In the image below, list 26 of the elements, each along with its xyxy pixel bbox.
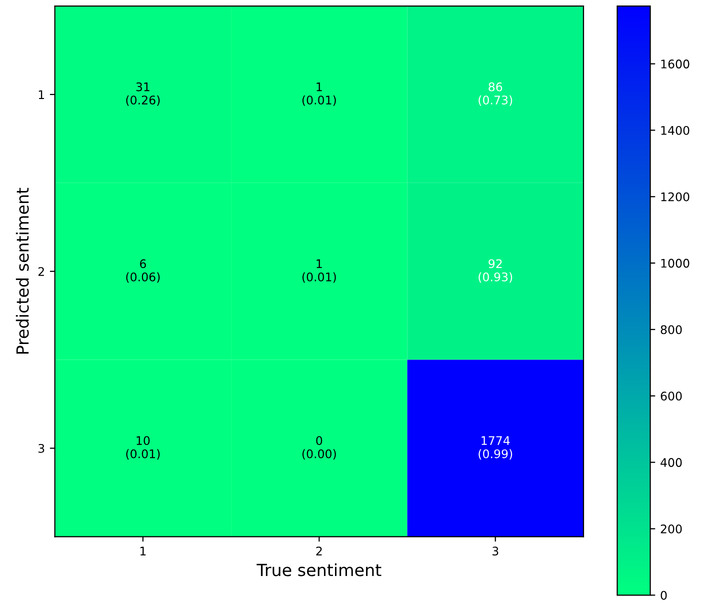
data-label: 6 (0.06) <box>126 259 160 283</box>
y-tick-label: 1 <box>38 90 44 99</box>
x-tick-label: 2 <box>316 546 322 556</box>
data-label: 0 (0.00) <box>302 436 336 460</box>
color-bar-label: 1200 <box>661 192 690 202</box>
y-tick-label: 2 <box>38 267 44 276</box>
x-tick-label: 1 <box>140 546 146 556</box>
data-label: 1774 (0.99) <box>478 436 512 460</box>
x-tick-label: 3 <box>492 546 498 556</box>
y-axis-title: Predicted sentiment <box>16 188 29 354</box>
x-axis-title: True sentiment <box>256 563 382 576</box>
color-bar-label: 400 <box>660 458 682 467</box>
data-label: 92 (0.93) <box>478 259 512 283</box>
color-bar-label: 1400 <box>661 126 690 135</box>
color-bar-label: 200 <box>660 524 682 534</box>
color-bar-label: 1000 <box>661 258 690 268</box>
data-label: 1 (0.01) <box>302 82 336 106</box>
color-bar-label: 800 <box>660 325 682 334</box>
color-bar-label: 0 <box>660 590 667 600</box>
data-label: 1 (0.01) <box>302 259 336 283</box>
y-tick-label: 3 <box>38 444 44 453</box>
color-bar-label: 1600 <box>661 60 690 68</box>
data-label: 86 (0.73) <box>478 82 512 106</box>
data-label: 10 (0.01) <box>126 436 160 460</box>
data-label: 31 (0.26) <box>126 82 160 106</box>
color-bar-label: 600 <box>660 392 682 401</box>
